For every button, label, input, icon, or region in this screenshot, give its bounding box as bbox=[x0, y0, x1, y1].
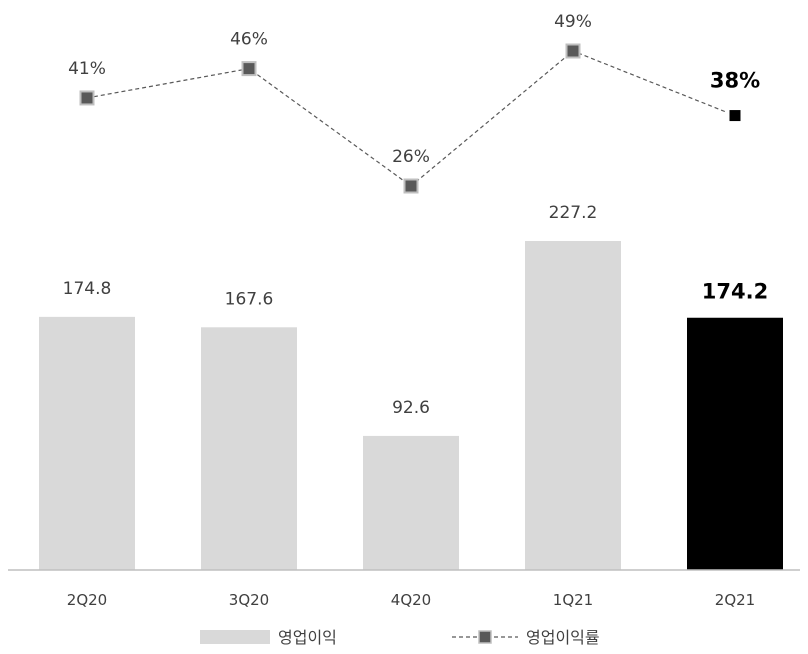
x-tick-2q20: 2Q20 bbox=[67, 591, 107, 609]
bar-label-2q21: 174.2 bbox=[702, 280, 768, 304]
x-tick-1q21: 1Q21 bbox=[553, 591, 593, 609]
line-label-2q20: 41% bbox=[68, 59, 106, 79]
legend-line-label: 영업이익률 bbox=[526, 628, 600, 647]
bar-2q20 bbox=[39, 316, 135, 570]
bar-2q21 bbox=[687, 317, 783, 570]
legend-bar-swatch bbox=[200, 630, 270, 644]
bar-1q21 bbox=[525, 241, 621, 570]
bar-label-2q20: 174.8 bbox=[63, 279, 112, 299]
line-label-4q20: 26% bbox=[392, 147, 430, 167]
marker-4q20 bbox=[403, 178, 419, 194]
x-tick-3q20: 3Q20 bbox=[229, 591, 269, 609]
line-label-3q20: 46% bbox=[230, 30, 268, 50]
legend-bar-label: 영업이익 bbox=[278, 628, 337, 647]
bar-data-labels: 174.8 167.6 92.6 227.2 174.2 bbox=[63, 203, 769, 418]
bar-3q20 bbox=[201, 327, 297, 570]
bar-label-1q21: 227.2 bbox=[549, 203, 598, 223]
line-data-labels: 41% 46% 26% 49% 38% bbox=[68, 12, 760, 167]
bar-series bbox=[39, 241, 783, 570]
bar-label-4q20: 92.6 bbox=[392, 398, 430, 418]
marker-2q21 bbox=[727, 108, 743, 124]
line-markers bbox=[79, 43, 743, 194]
bar-label-3q20: 167.6 bbox=[225, 289, 274, 309]
marker-2q20 bbox=[79, 90, 95, 106]
legend: 영업이익 영업이익률 bbox=[200, 628, 600, 647]
line-label-2q21: 38% bbox=[710, 69, 760, 93]
x-tick-4q20: 4Q20 bbox=[391, 591, 431, 609]
marker-3q20 bbox=[241, 61, 257, 77]
legend-marker-swatch bbox=[478, 630, 492, 644]
line-label-1q21: 49% bbox=[554, 12, 592, 32]
x-tick-2q21: 2Q21 bbox=[715, 591, 755, 609]
x-tick-labels: 2Q20 3Q20 4Q20 1Q21 2Q21 bbox=[67, 591, 755, 609]
bar-4q20 bbox=[363, 435, 459, 570]
marker-1q21 bbox=[565, 43, 581, 59]
